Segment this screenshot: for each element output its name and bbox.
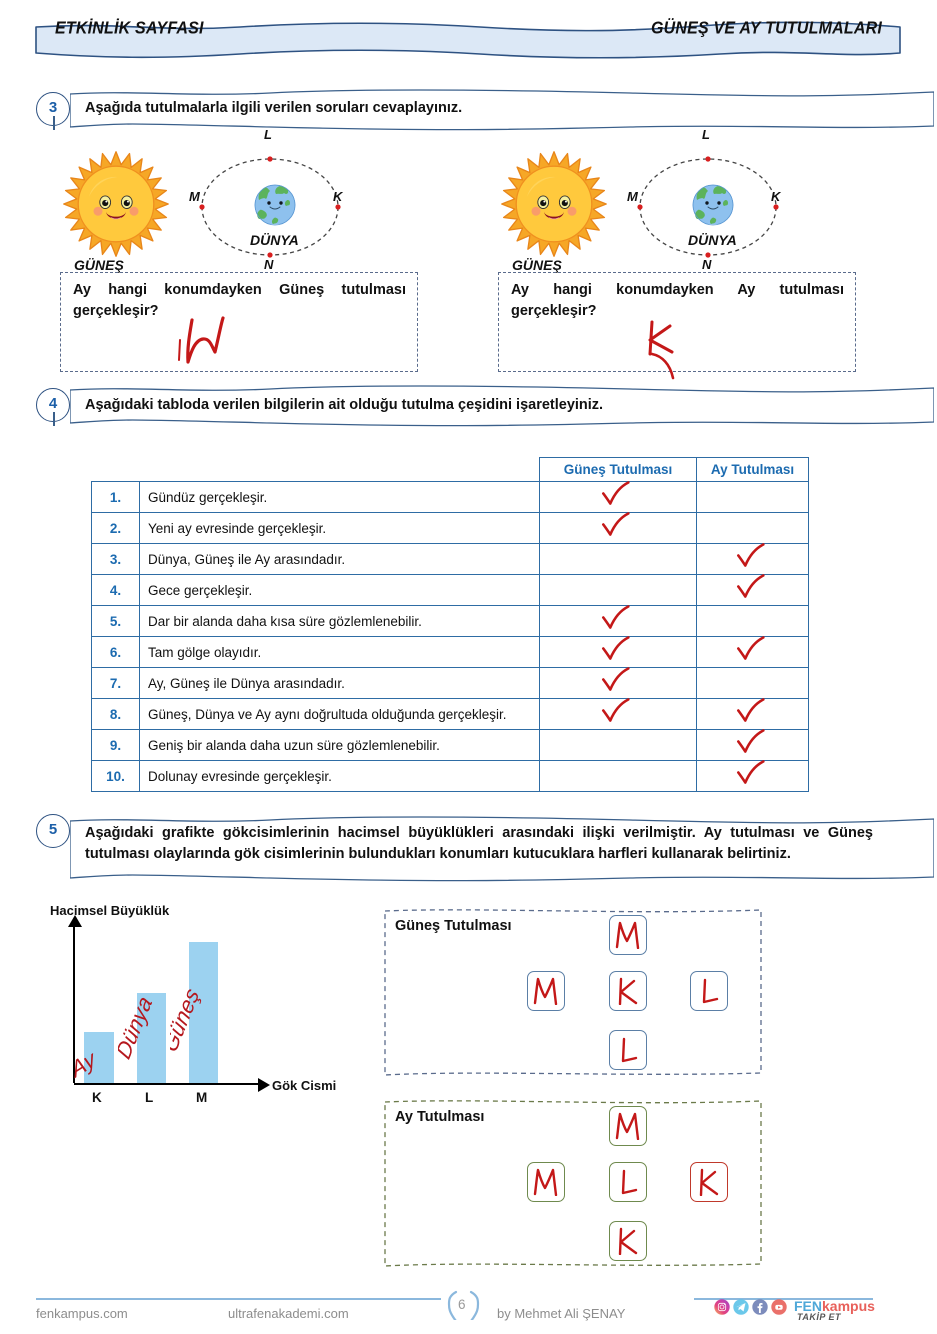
svg-text:Ay: Ay xyxy=(65,1045,100,1084)
svg-text:Güneş: Güneş xyxy=(170,984,204,1057)
svg-text:Dünya: Dünya xyxy=(118,992,157,1063)
